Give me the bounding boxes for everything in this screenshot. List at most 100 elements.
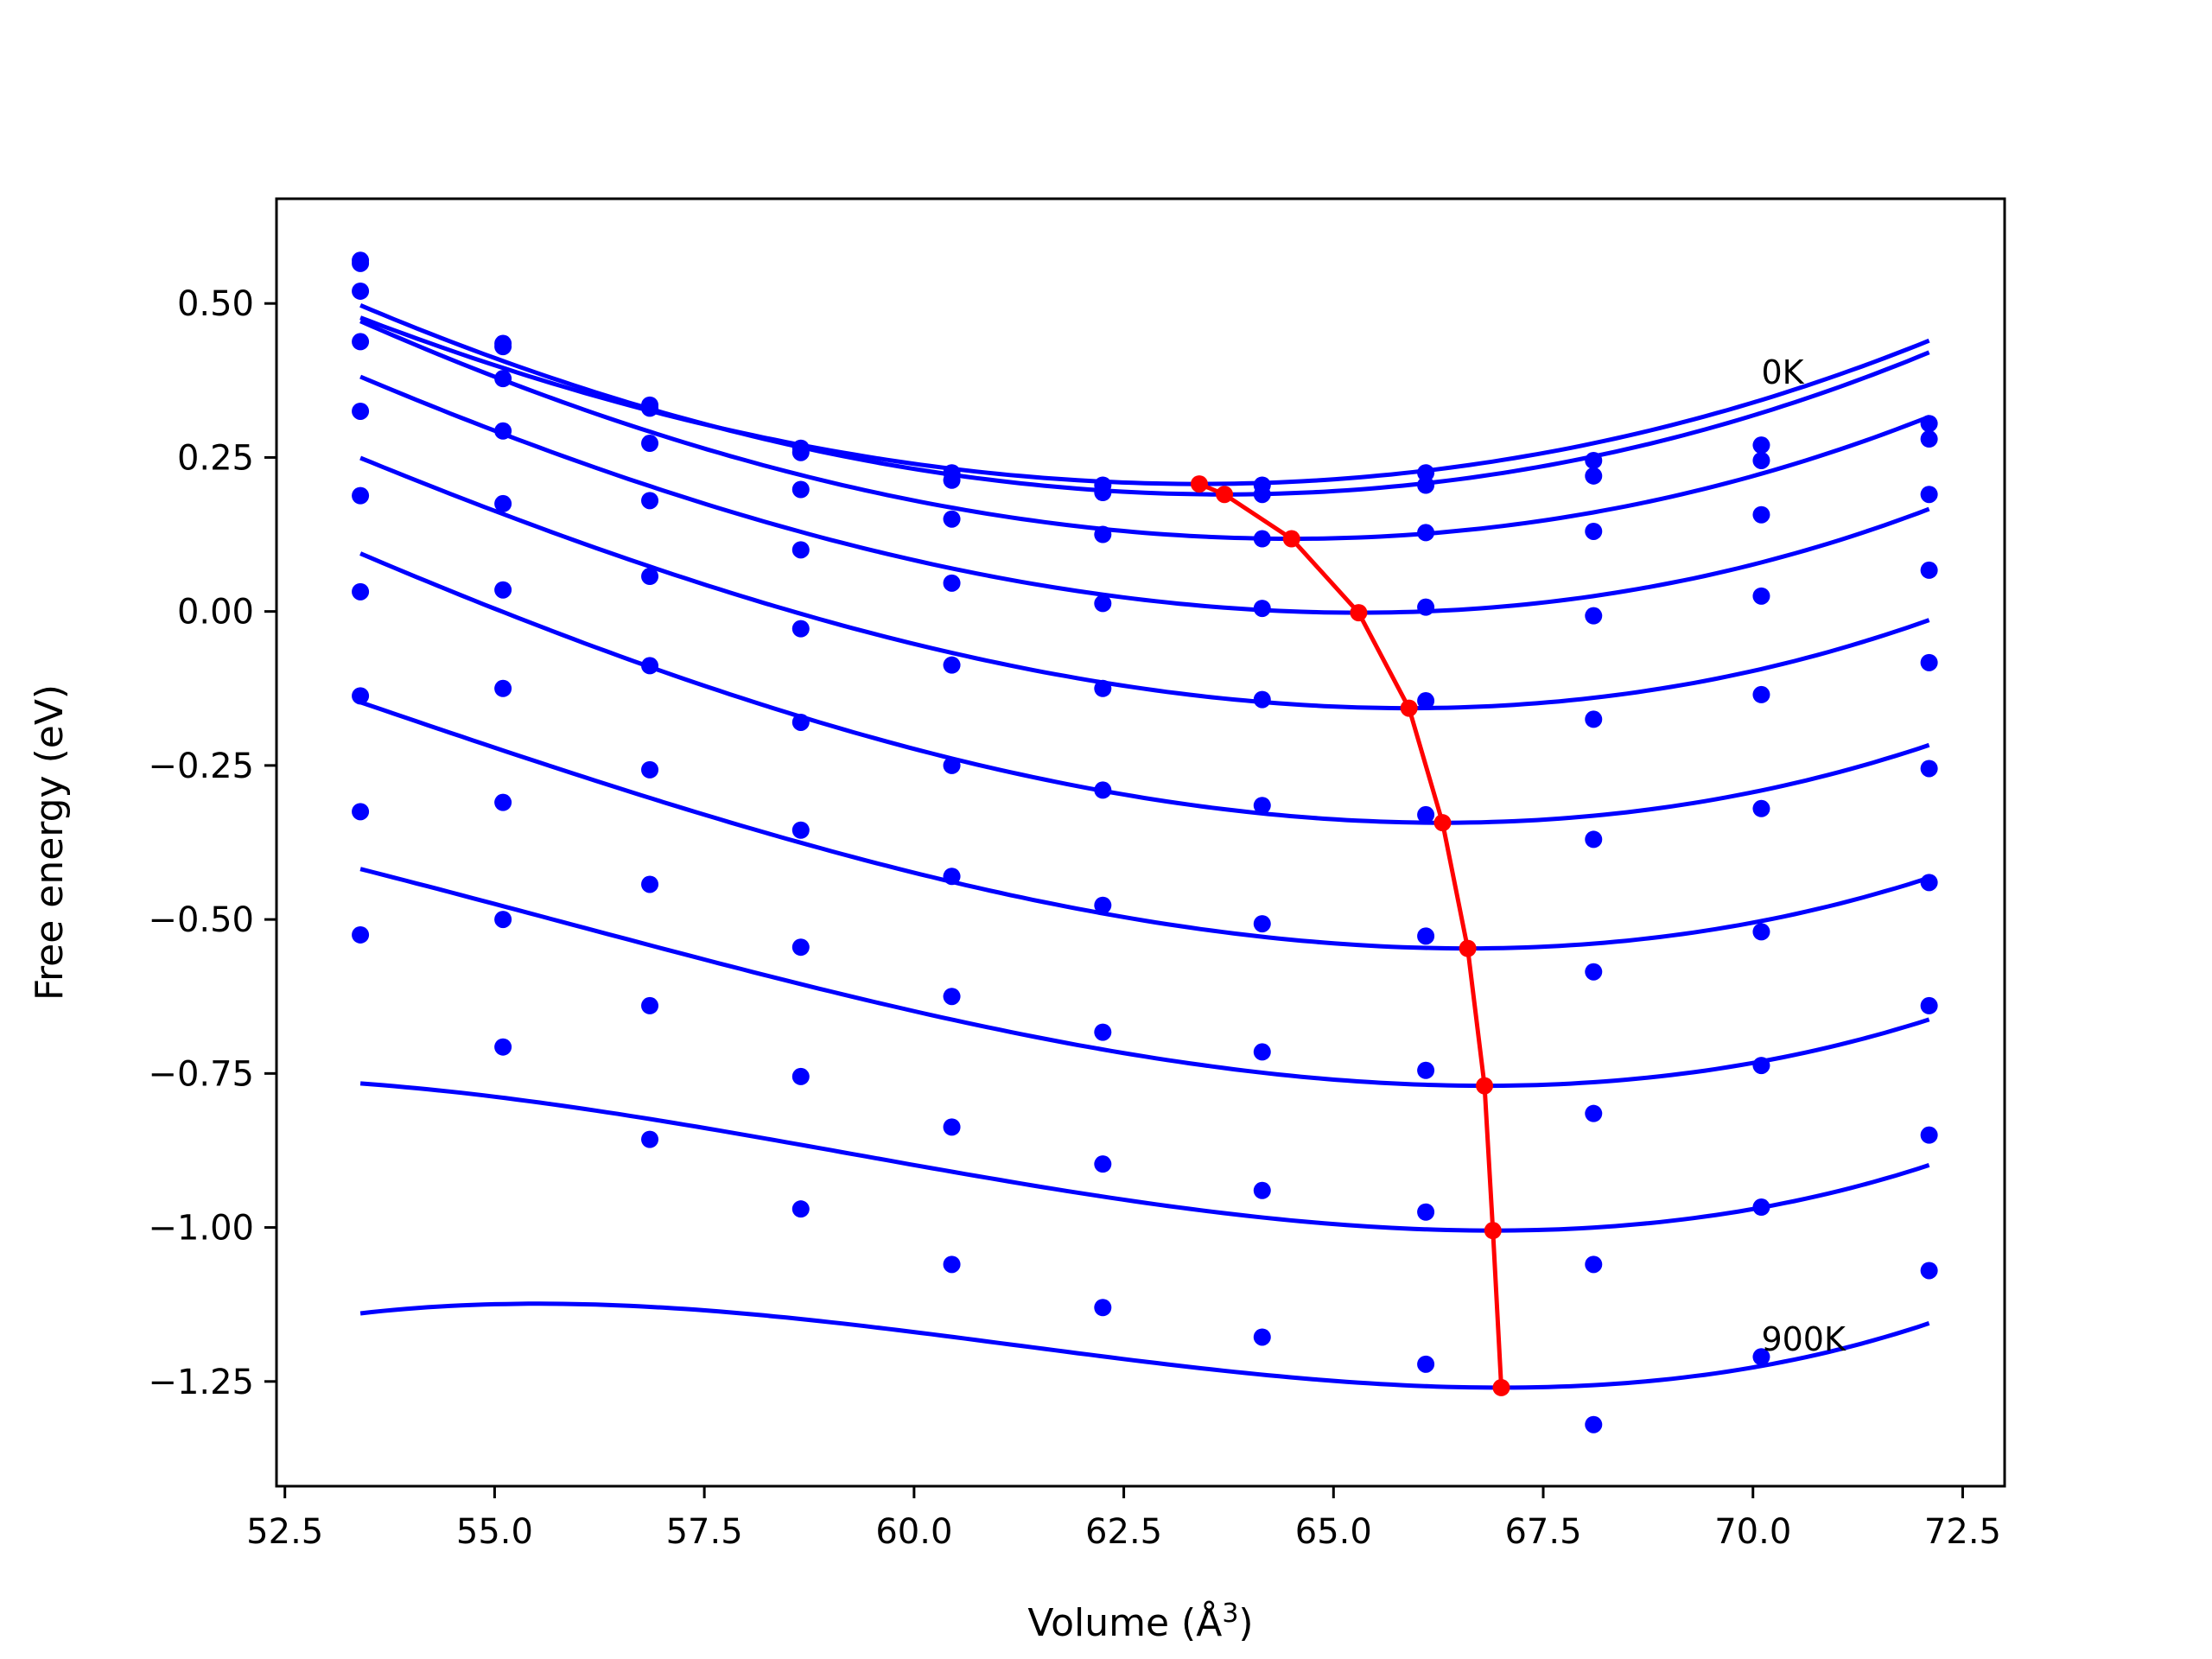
data-point xyxy=(1417,1061,1435,1079)
data-point xyxy=(641,657,659,675)
data-point xyxy=(943,988,961,1006)
data-point xyxy=(1253,797,1271,815)
minimum-point xyxy=(1476,1077,1494,1095)
data-point xyxy=(1253,486,1271,504)
data-point xyxy=(1417,464,1435,482)
y-tick-label: 0.25 xyxy=(177,438,254,478)
data-point xyxy=(791,541,810,559)
x-axis-title-superscript: 3 xyxy=(1222,1599,1238,1629)
data-point xyxy=(352,803,370,821)
minimum-point xyxy=(1216,486,1234,504)
minimum-point xyxy=(1484,1222,1502,1240)
y-axis-title: Free energy (eV) xyxy=(28,684,72,1001)
data-point xyxy=(1752,799,1770,817)
fit-curve-5 xyxy=(359,551,1930,825)
minimum-point xyxy=(1190,475,1208,493)
data-point xyxy=(641,568,659,586)
minimum-point xyxy=(1400,699,1418,717)
data-point xyxy=(1752,1057,1770,1075)
minimum-point xyxy=(1282,530,1300,548)
data-point xyxy=(494,370,512,388)
data-point xyxy=(1253,915,1271,933)
data-point xyxy=(791,713,810,731)
data-point xyxy=(1920,653,1938,671)
data-point xyxy=(352,254,370,272)
x-tick-label: 72.5 xyxy=(1924,1512,2001,1552)
data-point xyxy=(1585,710,1603,728)
data-point xyxy=(352,333,370,351)
data-point xyxy=(1094,525,1112,543)
data-point xyxy=(352,402,370,420)
y-tick-label: 0.50 xyxy=(177,284,254,324)
data-point xyxy=(1920,760,1938,778)
x-tick-label: 55.0 xyxy=(456,1512,533,1552)
data-point xyxy=(1094,896,1112,914)
data-point xyxy=(494,911,512,929)
data-point xyxy=(1417,692,1435,710)
data-point xyxy=(641,875,659,893)
data-point xyxy=(641,492,659,510)
fit-curve-9 xyxy=(359,1301,1930,1390)
data-point xyxy=(1585,1255,1603,1274)
y-tick-label: −0.75 xyxy=(148,1054,254,1094)
data-point xyxy=(494,422,512,440)
data-point xyxy=(1094,1299,1112,1317)
data-point xyxy=(352,582,370,601)
data-point xyxy=(1585,607,1603,625)
data-point xyxy=(943,656,961,674)
data-point xyxy=(352,925,370,944)
data-point xyxy=(494,679,512,697)
data-point xyxy=(1585,467,1603,485)
data-point xyxy=(1752,436,1770,454)
data-point xyxy=(641,760,659,779)
x-tick-label: 70.0 xyxy=(1714,1512,1791,1552)
data-point xyxy=(791,620,810,638)
data-point xyxy=(494,793,512,811)
data-point xyxy=(1920,486,1938,504)
x-tick-label: 52.5 xyxy=(246,1512,323,1552)
x-axis: 52.5 55.0 57.5 60.0 62.5 65.0 67.5 70.0 72.5 xyxy=(246,1486,2001,1552)
fit-curve-8 xyxy=(359,1081,1930,1233)
plot-area xyxy=(352,251,1938,1433)
data-point xyxy=(494,494,512,512)
x-axis-title-close: ) xyxy=(1238,1601,1253,1645)
data-point xyxy=(1094,1155,1112,1173)
data-point xyxy=(1752,923,1770,941)
x-tick-label: 62.5 xyxy=(1085,1512,1162,1552)
temperature-annotation: 0K xyxy=(1761,353,1804,391)
minimum-point xyxy=(1492,1378,1510,1396)
data-point xyxy=(1752,451,1770,469)
x-tick-label: 57.5 xyxy=(666,1512,743,1552)
data-point xyxy=(791,443,810,461)
data-point xyxy=(1417,598,1435,616)
data-point xyxy=(1094,594,1112,613)
data-point xyxy=(1094,1023,1112,1041)
data-point xyxy=(352,486,370,505)
data-point xyxy=(1920,1262,1938,1280)
data-point xyxy=(1752,1198,1770,1217)
data-point xyxy=(641,435,659,453)
data-point xyxy=(1253,1328,1271,1346)
y-tick-label: −1.25 xyxy=(148,1363,254,1402)
data-point xyxy=(943,1255,961,1274)
temperature-annotation: 900K xyxy=(1761,1320,1847,1358)
data-point xyxy=(1094,781,1112,799)
data-point xyxy=(1585,830,1603,849)
data-point xyxy=(1920,874,1938,892)
data-point xyxy=(1752,685,1770,703)
data-point xyxy=(352,687,370,705)
fit-curve-3 xyxy=(359,374,1930,615)
fit-curve-4 xyxy=(359,455,1930,711)
minimum-point xyxy=(1350,604,1368,622)
x-axis-title: Volume (Å3) xyxy=(1027,1599,1253,1645)
data-point xyxy=(943,510,961,528)
data-point xyxy=(943,1118,961,1136)
data-point xyxy=(1585,1104,1603,1122)
data-point xyxy=(943,471,961,489)
data-point xyxy=(494,581,512,599)
data-point xyxy=(1253,690,1271,709)
data-point xyxy=(791,938,810,957)
data-point xyxy=(1417,805,1435,823)
annotations: 0K 900K xyxy=(1761,353,1847,1358)
